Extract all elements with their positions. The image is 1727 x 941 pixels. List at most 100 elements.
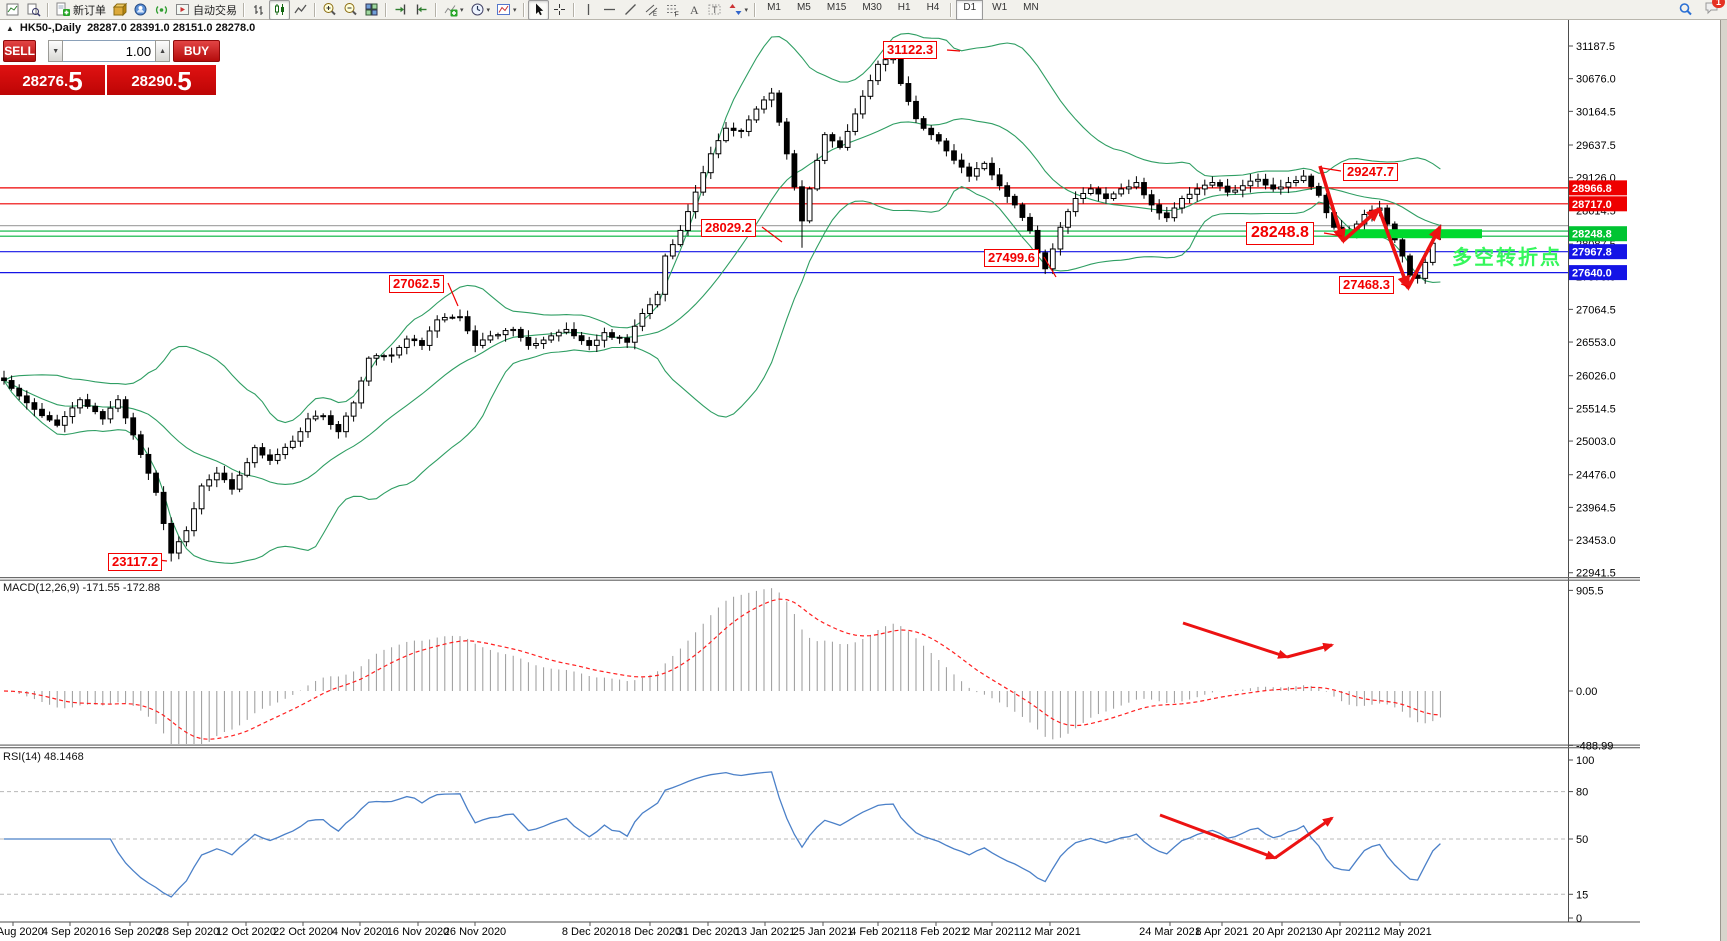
svg-text:25003.0: 25003.0 bbox=[1576, 436, 1616, 448]
svg-text:23453.0: 23453.0 bbox=[1576, 535, 1616, 547]
time-axis-label: 25 Jan 2021 bbox=[793, 926, 854, 938]
timeframe-button-mn[interactable]: MN bbox=[1023, 1, 1039, 13]
svg-text:30676.0: 30676.0 bbox=[1576, 74, 1616, 86]
svg-text:E: E bbox=[653, 12, 657, 17]
zoom-in-icon[interactable] bbox=[319, 0, 340, 20]
new-order-button[interactable]: 新订单 bbox=[52, 0, 109, 20]
svg-text:0.00: 0.00 bbox=[1576, 686, 1597, 698]
chart-shift-icon[interactable] bbox=[411, 0, 432, 20]
marketwatch-icon[interactable] bbox=[109, 0, 130, 20]
timeframe-button-h1[interactable]: H1 bbox=[897, 1, 911, 13]
timeframe-button-w1[interactable]: W1 bbox=[992, 1, 1008, 13]
trendline-icon[interactable] bbox=[620, 0, 641, 20]
svg-text:28248.8: 28248.8 bbox=[1572, 229, 1612, 241]
search-icon[interactable] bbox=[1675, 0, 1696, 20]
timeframe-button-m5[interactable]: M5 bbox=[796, 1, 811, 13]
line-chart-icon[interactable] bbox=[290, 0, 311, 20]
price-callout-27468.3: 27468.3 bbox=[1339, 276, 1394, 294]
svg-text:27967.8: 27967.8 bbox=[1572, 247, 1612, 259]
fibonacci-icon[interactable]: F bbox=[662, 0, 683, 20]
chart-ohlc-values: 28287.0 28391.0 28151.0 28278.0 bbox=[87, 22, 256, 34]
cursor-icon[interactable] bbox=[527, 0, 549, 20]
tile-windows-icon[interactable] bbox=[361, 0, 382, 20]
timeframe-button-d1[interactable]: D1 bbox=[956, 0, 984, 20]
periods-icon-dropdown-arrow[interactable]: ▾ bbox=[486, 6, 491, 14]
zoom-out-icon[interactable] bbox=[340, 0, 361, 20]
time-axis-label: 4 Nov 2020 bbox=[332, 926, 388, 938]
time-axis-label: 18 Feb 2021 bbox=[905, 926, 967, 938]
volume-input[interactable] bbox=[63, 40, 156, 62]
toolbar-separator bbox=[47, 2, 49, 17]
channel-icon[interactable]: E bbox=[641, 0, 662, 20]
svg-text:31187.5: 31187.5 bbox=[1576, 41, 1615, 53]
time-axis-label: 26 Nov 2020 bbox=[444, 926, 506, 938]
timeframe-button-m15[interactable]: M15 bbox=[826, 1, 847, 13]
time-axis-label: 24 Mar 2021 bbox=[1139, 926, 1201, 938]
axis-badge-27640.0 bbox=[1569, 265, 1627, 281]
templates-icon[interactable]: ▾ bbox=[493, 0, 520, 20]
time-axis-label: 22 Oct 2020 bbox=[273, 926, 333, 938]
toolbar: 新订单 自动交易 ▾ ▾ ▾ E F A T ▾ M1 M5 M15 M30 H1 H4 D1 W1 MN 1 bbox=[0, 0, 1727, 20]
svg-text:15: 15 bbox=[1576, 889, 1588, 901]
indicators-icon-dropdown-arrow[interactable]: ▾ bbox=[460, 6, 464, 14]
hline-icon[interactable] bbox=[599, 0, 620, 20]
time-axis-label: 13 Jan 2021 bbox=[735, 926, 796, 938]
volume-decrease-button[interactable]: ▼ bbox=[48, 40, 64, 62]
svg-text:-488.99: -488.99 bbox=[1576, 740, 1613, 752]
vline-icon[interactable] bbox=[578, 0, 599, 20]
price-callout-31122.3: 31122.3 bbox=[883, 41, 938, 59]
timeframe-button-m30[interactable]: M30 bbox=[862, 1, 882, 13]
autotrading-button[interactable]: 自动交易 bbox=[172, 0, 240, 20]
new-order-button-label: 新订单 bbox=[73, 4, 106, 17]
price-callout-28029.2: 28029.2 bbox=[701, 219, 756, 237]
templates-icon-dropdown-arrow[interactable]: ▾ bbox=[513, 6, 517, 14]
annotation-arrow bbox=[1377, 208, 1410, 291]
strategy-tester-icon[interactable] bbox=[151, 0, 172, 20]
toolbar-separator bbox=[243, 2, 245, 17]
bar-chart-icon[interactable] bbox=[248, 0, 269, 20]
periods-icon[interactable]: ▾ bbox=[467, 0, 494, 20]
buy-button[interactable]: BUY bbox=[172, 40, 220, 62]
notifications-chat-icon[interactable]: 1 bbox=[1704, 0, 1725, 20]
toolbar-separator bbox=[950, 2, 953, 17]
one-click-trading-panel: SELL ▼ ▲ BUY 28276.5 28290.5 bbox=[0, 40, 220, 95]
indicators-icon[interactable]: ▾ bbox=[440, 0, 467, 20]
axis-badge-27967.8 bbox=[1569, 244, 1627, 260]
time-axis-label: 16 Nov 2020 bbox=[387, 926, 449, 938]
axis-badge-28966.8 bbox=[1569, 180, 1627, 196]
svg-text:T: T bbox=[712, 5, 718, 15]
new-chart-icon[interactable] bbox=[2, 0, 23, 20]
buy-price-main: 28290 bbox=[131, 73, 174, 90]
arrows-icon-dropdown-arrow[interactable]: ▾ bbox=[744, 6, 749, 14]
crosshair-icon[interactable] bbox=[549, 0, 570, 20]
annotation-arrow bbox=[1318, 165, 1346, 244]
profiles-icon[interactable] bbox=[23, 0, 44, 20]
buy-price-box[interactable]: 28290. 5 bbox=[107, 65, 216, 95]
candlestick-chart-icon[interactable] bbox=[269, 0, 290, 20]
toolbar-separator bbox=[572, 2, 575, 17]
auto-scroll-icon[interactable] bbox=[390, 0, 411, 20]
toolbar-separator bbox=[314, 2, 316, 17]
notification-badge: 1 bbox=[1712, 0, 1725, 8]
svg-text:24476.0: 24476.0 bbox=[1576, 470, 1616, 482]
macd-indicator-label: MACD(12,26,9) -171.55 -172.88 bbox=[3, 582, 161, 594]
time-axis-label: 30 Apr 2021 bbox=[1310, 926, 1369, 938]
textlabel-icon[interactable]: T bbox=[704, 0, 725, 20]
sell-price-box[interactable]: 28276. 5 bbox=[0, 65, 105, 95]
toolbar-separator bbox=[522, 2, 525, 17]
data-window-icon[interactable] bbox=[130, 0, 151, 20]
svg-text:100: 100 bbox=[1576, 755, 1594, 767]
svg-text:27640.0: 27640.0 bbox=[1572, 268, 1612, 280]
time-axis-label: 4 Sep 2020 bbox=[42, 926, 98, 938]
timeframe-button-h4[interactable]: H4 bbox=[926, 1, 940, 13]
timeframe-button-m1[interactable]: M1 bbox=[767, 1, 781, 13]
sell-button[interactable]: SELL bbox=[3, 40, 37, 62]
arrows-icon[interactable]: ▾ bbox=[725, 0, 752, 20]
svg-text:26553.0: 26553.0 bbox=[1576, 337, 1616, 349]
text-icon[interactable]: A bbox=[683, 0, 704, 20]
volume-increase-button[interactable]: ▲ bbox=[155, 40, 170, 62]
annotation-arrow bbox=[1341, 207, 1382, 243]
chart-title-row: ▲ HK50-,Daily 28287.0 28391.0 28151.0 28… bbox=[6, 22, 255, 34]
annotation-arrow bbox=[1274, 816, 1334, 860]
